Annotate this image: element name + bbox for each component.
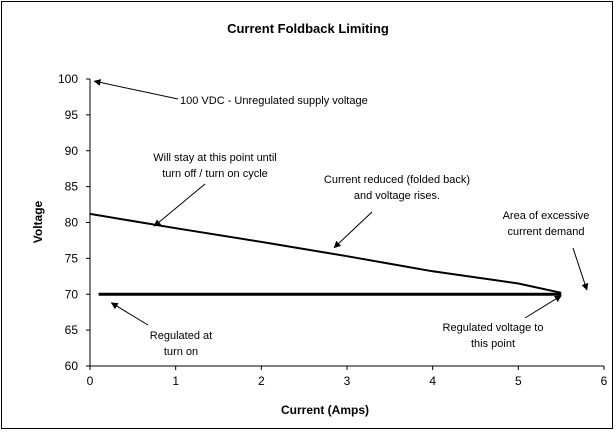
annotation-text-excessive-demand: current demand <box>507 226 584 238</box>
annotation-arrow-stay-point <box>153 183 206 227</box>
annotation-arrow-excessive-demand <box>572 247 589 291</box>
y-tick-label: 80 <box>65 216 79 230</box>
y-tick-label: 100 <box>58 72 78 86</box>
annotation-arrow-regulated-turn-on <box>110 302 149 326</box>
annotation-text-regulated-point: Regulated voltage to <box>443 322 544 334</box>
annotation-text-regulated-turn-on: turn on <box>164 346 198 358</box>
annotation-arrow-regulated-point <box>524 295 562 319</box>
y-tick-label: 70 <box>65 287 79 301</box>
y-tick-label: 90 <box>65 144 79 158</box>
annotation-arrow-current-reduced <box>333 211 373 249</box>
annotation-text-current-reduced: Current reduced (folded back) <box>324 174 470 186</box>
x-tick-label: 2 <box>258 374 265 388</box>
x-tick-label: 6 <box>601 374 608 388</box>
y-axis-title: Voltage <box>31 200 45 243</box>
y-tick-label: 85 <box>65 180 79 194</box>
x-axis-title: Current (Amps) <box>281 403 369 417</box>
annotation-text-regulated-point: this point <box>471 338 515 350</box>
y-tick-label: 75 <box>65 251 79 265</box>
x-tick-label: 3 <box>344 374 351 388</box>
annotation-text-unregulated: 100 VDC - Unregulated supply voltage <box>180 95 368 107</box>
x-tick-label: 5 <box>515 374 522 388</box>
x-tick-label: 4 <box>429 374 436 388</box>
plot-area: 60 65 70 75 80 85 90 95 100 0 1 2 3 4 5 6 100 VDC - Unre… <box>58 72 608 388</box>
annotation-text-stay-point: Will stay at this point until <box>153 152 277 164</box>
annotation-text-regulated-turn-on: Regulated at <box>150 330 212 342</box>
chart-title: Current Foldback Limiting <box>227 21 389 36</box>
series-line <box>89 212 562 294</box>
annotation-text-excessive-demand: Area of excessive <box>503 210 590 222</box>
annotation-arrow-unregulated <box>93 79 179 100</box>
x-tick-label: 0 <box>87 374 94 388</box>
annotation-text-current-reduced: and voltage rises. <box>354 190 440 202</box>
y-tick-label: 60 <box>65 359 79 373</box>
annotation-text-stay-point: turn off / turn on cycle <box>162 168 268 180</box>
y-tick-label: 65 <box>65 323 79 337</box>
x-tick-label: 1 <box>172 374 179 388</box>
y-tick-label: 95 <box>65 108 79 122</box>
